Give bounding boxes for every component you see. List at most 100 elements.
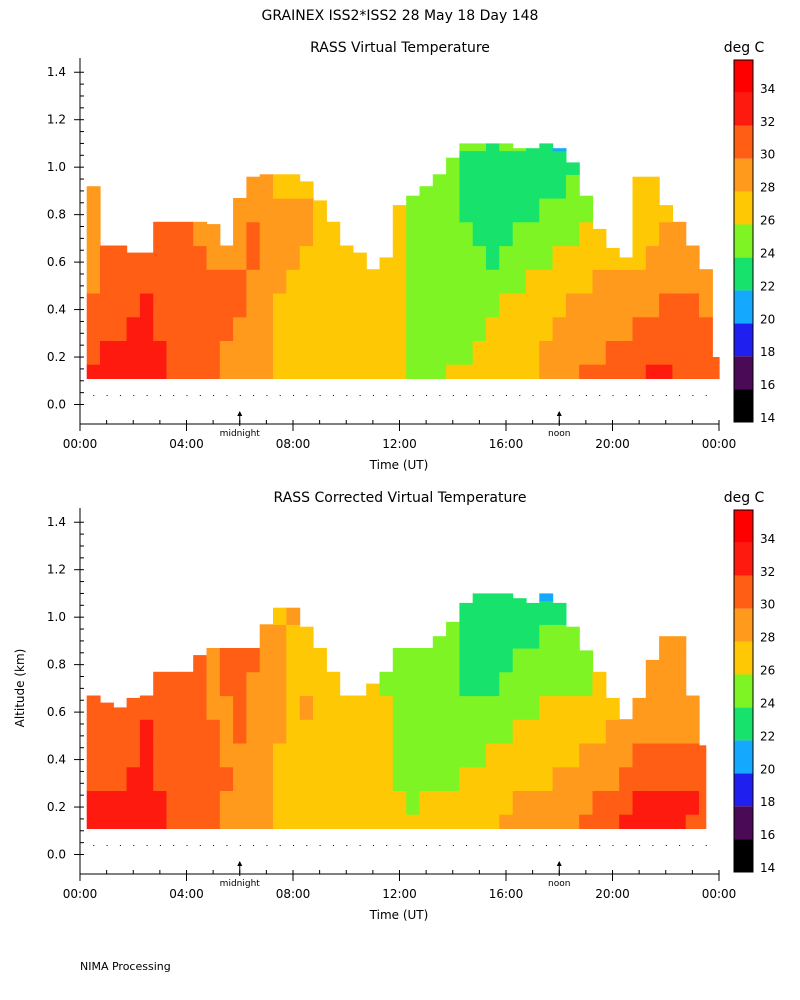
heat-cell [632, 814, 647, 829]
heat-cell [486, 593, 500, 602]
heat-cell [233, 316, 247, 341]
heat-cell [565, 766, 580, 791]
heat-cell [459, 648, 474, 673]
colorbar-swatch [734, 707, 753, 741]
heat-cell [313, 743, 327, 768]
heat-cell [392, 340, 407, 365]
marker-label: midnight [220, 429, 261, 439]
heat-cell [219, 814, 234, 829]
heat-cell [259, 316, 274, 341]
heat-cell [512, 790, 527, 815]
heat-cell [392, 269, 407, 294]
heat-cell [379, 316, 394, 341]
heat-cell [193, 790, 208, 815]
heat-cell [499, 648, 514, 673]
heat-cell [299, 790, 314, 815]
heat-cell [299, 221, 314, 247]
heat-cell [579, 195, 594, 199]
heat-cell [539, 198, 554, 223]
heat-cell [499, 624, 514, 649]
heat-cell [645, 198, 660, 223]
heat-cell [459, 814, 474, 829]
heat-cell [113, 766, 128, 791]
heat-cell [645, 245, 660, 270]
baseline-dot [173, 845, 175, 846]
heat-cell [512, 221, 527, 247]
heat-cell [592, 245, 607, 270]
heat-cell [286, 607, 301, 625]
heat-cell [619, 340, 634, 365]
baseline-dot [679, 845, 681, 846]
heat-cell [499, 269, 514, 294]
heat-cell [685, 316, 700, 341]
baseline-dot [279, 395, 281, 396]
heat-cell [632, 198, 647, 223]
heat-cell [299, 766, 314, 791]
heat-cell [619, 766, 634, 791]
colorbar: 14 16 18 20 22 24 26 28 30 32 34 [733, 509, 775, 875]
heat-cell [645, 293, 660, 318]
baseline-dot [386, 395, 388, 396]
heat-cell [419, 186, 434, 199]
colorbar-swatch [734, 125, 753, 159]
heat-cell [672, 316, 687, 341]
heat-cell [193, 655, 208, 673]
heat-cell [286, 671, 301, 697]
heat-cell [685, 766, 700, 791]
heat-cell [579, 814, 594, 829]
heat-cell [206, 340, 221, 365]
baseline-dot [399, 845, 401, 846]
heat-cell [406, 198, 421, 223]
heat-cell [446, 364, 460, 379]
heat-cell [605, 269, 620, 294]
heat-cell [100, 245, 114, 270]
heat-cell [313, 814, 327, 829]
heat-cell [153, 743, 168, 768]
x-tick-label: 04:00 [169, 887, 204, 901]
heat-cell [366, 814, 381, 829]
heat-cell [166, 245, 181, 270]
panel-virtual-temperature: RASS Virtual Temperature 0.0 0.2 0.4 0.6 0.8… [47, 40, 775, 472]
heat-cell [499, 340, 514, 365]
heat-cell [113, 340, 128, 365]
heat-cell [352, 269, 367, 294]
heat-cell [299, 198, 314, 223]
heat-cell [259, 648, 274, 673]
heat-cell [512, 364, 527, 379]
heat-cell [259, 340, 274, 365]
heat-cell [206, 766, 221, 791]
heat-cell [193, 766, 208, 791]
y-tick-label: 0.2 [47, 350, 66, 364]
heat-cell [685, 814, 700, 829]
heat-cell [299, 743, 314, 768]
baseline-dot [599, 395, 601, 396]
heat-cell [432, 269, 447, 294]
baseline-dot [332, 845, 334, 846]
baseline-dot [146, 845, 148, 846]
heat-cell [233, 364, 247, 379]
heat-cell [659, 364, 673, 379]
heat-cell [459, 143, 474, 152]
heat-cell [193, 743, 208, 768]
baseline-dot [585, 395, 587, 396]
x-tick-label: 00:00 [63, 887, 98, 901]
heat-cell [246, 743, 261, 768]
heat-cell [139, 340, 154, 365]
baseline-dot [545, 845, 547, 846]
heat-cell [512, 598, 527, 602]
heat-cell [392, 293, 407, 318]
heat-cell [86, 198, 101, 223]
heat-cell [512, 695, 527, 720]
heat-cell [619, 316, 634, 341]
heat-cell [126, 814, 141, 829]
y-tick-label: 1.2 [47, 113, 66, 127]
heat-cell [472, 293, 487, 318]
heat-cell [179, 790, 194, 815]
heat-cell [233, 814, 247, 829]
heat-cell [179, 719, 194, 744]
baseline-dot [412, 845, 414, 846]
heat-cell [166, 766, 181, 791]
heat-cell [699, 316, 713, 341]
heat-cell [246, 293, 261, 318]
heat-cell [552, 790, 567, 815]
